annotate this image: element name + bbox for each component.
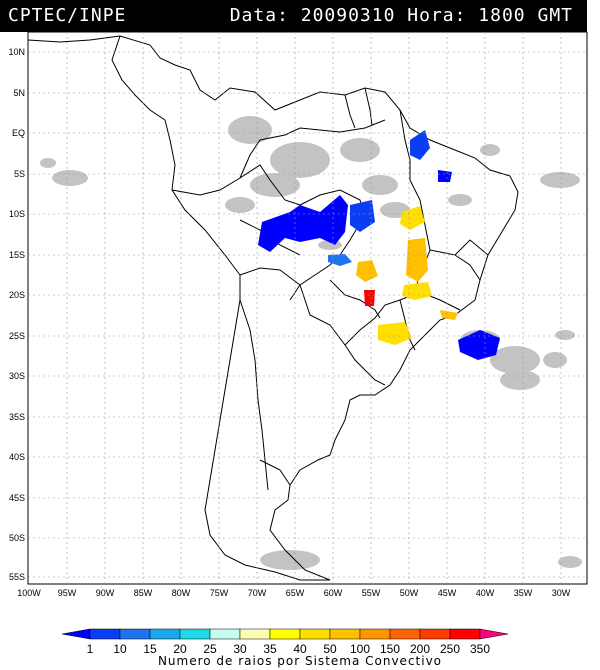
legend-swatch: [359, 628, 391, 640]
lat-label: 15S: [9, 250, 25, 260]
legend-swatch: [209, 628, 241, 640]
lon-label: 60W: [324, 588, 343, 598]
cell-lightblue: [328, 254, 352, 266]
lat-label: 5N: [13, 88, 25, 98]
legend-level-label: 40: [293, 642, 307, 653]
lat-label: 10S: [9, 209, 25, 219]
lightning-map: 10N5NEQ5S10S15S20S25S30S35S40S45S50S55S …: [8, 32, 588, 598]
lat-label: 35S: [9, 412, 25, 422]
legend-level-label: 1: [87, 642, 94, 653]
lon-label: 40W: [476, 588, 495, 598]
lat-label: EQ: [12, 128, 25, 138]
legend-level-label: 15: [143, 642, 157, 653]
legend-swatch: [269, 628, 301, 640]
lat-label: 50S: [9, 533, 25, 543]
lat-label: 25S: [9, 331, 25, 341]
legend-swatch: [299, 628, 331, 640]
lat-label: 20S: [9, 290, 25, 300]
cell-orange-f: [440, 310, 458, 320]
cell-orange-b: [406, 238, 428, 282]
lat-label: 55S: [9, 572, 25, 582]
lat-label: 45S: [9, 493, 25, 503]
latitude-labels: 10N 5N EQ 5S 10S 15S 20S 25S 30S 35S 40S 45S 50S 55S: [8, 47, 25, 582]
lon-label: 35W: [514, 588, 533, 598]
legend-level-label: 20: [173, 642, 187, 653]
legend-swatch: [449, 628, 481, 640]
legend-level-label: 350: [470, 642, 490, 653]
legend-labels: 1 10 15 20 25 30 35 40 50 100 150 200 250 350: [87, 642, 491, 653]
cell-blue-ne-small: [438, 170, 452, 182]
legend-swatch: [329, 628, 361, 640]
lon-label: 45W: [438, 588, 457, 598]
legend-title: Numero de raios por Sistema Convectivo: [157, 654, 443, 668]
legend-swatch: [239, 628, 271, 640]
legend-swatch: [419, 628, 451, 640]
lon-label: 75W: [210, 588, 229, 598]
cell-yellow-a: [400, 206, 425, 230]
legend-swatch: [479, 628, 509, 640]
cell-red: [364, 290, 375, 306]
legend-level-label: 35: [263, 642, 277, 653]
legend-level-label: 150: [380, 642, 400, 653]
lat-label: 40S: [9, 452, 25, 462]
legend-level-label: 50: [323, 642, 337, 653]
lon-label: 95W: [58, 588, 77, 598]
legend-swatch: [61, 628, 91, 640]
longitude-labels: 100W 95W 90W 85W 80W 75W 70W 65W 60W 55W 50W 45W 40W…: [17, 588, 571, 598]
color-legend: 1 10 15 20 25 30 35 40 50 100 150 200 250 350: [61, 628, 509, 653]
legend-boxes: [61, 628, 509, 640]
legend-swatch: [119, 628, 151, 640]
legend-swatch: [179, 628, 211, 640]
lon-label: 50W: [400, 588, 419, 598]
legend-level-label: 30: [233, 642, 247, 653]
cell-blue-east: [350, 200, 375, 232]
legend-swatch: [89, 628, 121, 640]
lat-label: 10N: [8, 47, 25, 57]
lon-label: 55W: [362, 588, 381, 598]
lightning-cells: [258, 130, 500, 360]
cell-yellow-d: [402, 282, 432, 300]
legend-level-label: 25: [203, 642, 217, 653]
legend-level-label: 200: [410, 642, 430, 653]
legend-swatch: [149, 628, 181, 640]
cell-blue-large: [258, 195, 348, 252]
lon-label: 100W: [17, 588, 41, 598]
lat-label: 5S: [14, 169, 25, 179]
lon-label: 80W: [172, 588, 191, 598]
legend-level-label: 10: [113, 642, 127, 653]
legend-level-label: 250: [440, 642, 460, 653]
graticule: [28, 32, 587, 584]
datetime-label: Data: 20090310 Hora: 1800 GMT: [229, 5, 573, 26]
legend-level-label: 100: [350, 642, 370, 653]
cell-blue-atlantic: [458, 330, 500, 360]
map-header: CPTEC/INPE Data: 20090310 Hora: 1800 GMT: [0, 0, 587, 32]
lon-label: 30W: [552, 588, 571, 598]
lon-label: 70W: [248, 588, 267, 598]
lon-label: 90W: [96, 588, 115, 598]
cell-yellow-e: [378, 322, 412, 345]
legend-swatch: [389, 628, 421, 640]
lat-label: 30S: [9, 371, 25, 381]
cell-blue-northeast: [410, 130, 430, 160]
cell-orange-c: [356, 260, 378, 282]
lon-label: 65W: [286, 588, 305, 598]
source-label: CPTEC/INPE: [8, 5, 127, 26]
lon-label: 85W: [134, 588, 153, 598]
